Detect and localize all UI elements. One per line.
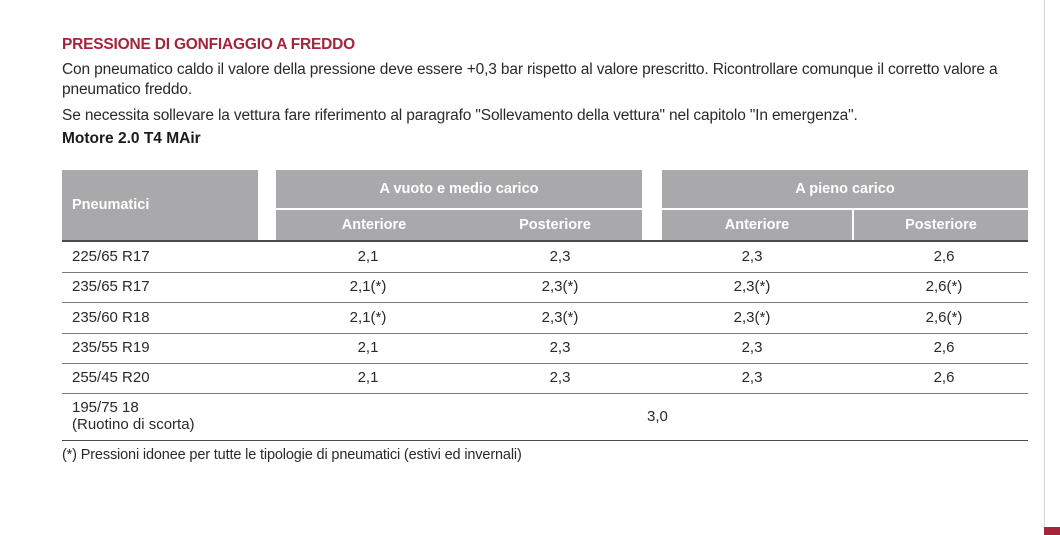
tyre-size: 235/65 R17 [72, 278, 150, 295]
pressure-value: 2,6 [933, 339, 955, 356]
paragraph-lifting: Se necessita sollevare la vettura fare r… [62, 107, 858, 124]
engine-title: Motore 2.0 T4 MAir [62, 130, 201, 147]
tyre-size: 235/55 R19 [72, 339, 150, 356]
pressure-value: 2,1 [357, 369, 379, 386]
spare-tyre-label: 195/75 18 (Ruotino di scorta) [72, 399, 195, 433]
section-title: PRESSIONE DI GONFIAGGIO A FREDDO [62, 36, 356, 53]
tyre-size: 255/45 R20 [72, 369, 150, 386]
pressure-value: 2,6(*) [925, 309, 963, 326]
pressure-value: 2,3 [741, 369, 763, 386]
spare-tyre-note: (Ruotino di scorta) [72, 416, 195, 433]
header-front-empty: Anteriore [276, 210, 472, 240]
table-row: 255/45 R20 2,1 2,3 2,3 2,6 [62, 363, 1028, 394]
spare-pressure-value: 3,0 [647, 408, 668, 425]
pressure-value: 2,1(*) [349, 278, 387, 295]
table-row: 235/65 R17 2,1(*) 2,3(*) 2,3(*) 2,6(*) [62, 272, 1028, 303]
pressure-value: 2,3(*) [733, 309, 771, 326]
pressure-value: 2,3 [549, 339, 571, 356]
pressure-value: 2,1 [357, 248, 379, 265]
header-empty-medium-load: A vuoto e medio carico [276, 170, 642, 208]
table-row: 235/55 R19 2,1 2,3 2,3 2,6 [62, 333, 1028, 364]
table-row: 235/60 R18 2,1(*) 2,3(*) 2,3(*) 2,6(*) [62, 303, 1028, 334]
tyre-size: 225/65 R17 [72, 248, 150, 265]
spare-wheel-row: 195/75 18 (Ruotino di scorta) 3,0 [62, 393, 1028, 441]
spare-tyre-size: 195/75 18 [72, 399, 139, 416]
pressure-value: 2,3(*) [733, 278, 771, 295]
pressure-value: 2,1(*) [349, 309, 387, 326]
pressure-value: 2,3(*) [541, 278, 579, 295]
tyre-size: 235/60 R18 [72, 309, 150, 326]
pressure-value: 2,6 [933, 248, 955, 265]
header-rear-empty: Posteriore [468, 210, 642, 240]
pressure-value: 2,3 [549, 369, 571, 386]
header-rear-full: Posteriore [854, 210, 1028, 240]
pressure-value: 2,6(*) [925, 278, 963, 295]
footnote: (*) Pressioni idonee per tutte le tipolo… [62, 447, 522, 463]
table-row: 225/65 R17 2,1 2,3 2,3 2,6 [62, 242, 1028, 273]
pressure-value: 2,3(*) [541, 309, 579, 326]
pressure-value: 2,3 [741, 339, 763, 356]
header-full-load: A pieno carico [662, 170, 1028, 208]
pressure-value: 2,3 [741, 248, 763, 265]
paragraph-warm-tyre: Con pneumatico caldo il valore della pre… [62, 61, 998, 98]
page-corner-mark [1044, 527, 1060, 535]
pressure-value: 2,3 [549, 248, 571, 265]
pressure-value: 2,6 [933, 369, 955, 386]
header-divider [62, 240, 1028, 242]
pressure-value: 2,1 [357, 339, 379, 356]
header-tyres: Pneumatici [62, 170, 258, 240]
header-front-full: Anteriore [662, 210, 852, 240]
